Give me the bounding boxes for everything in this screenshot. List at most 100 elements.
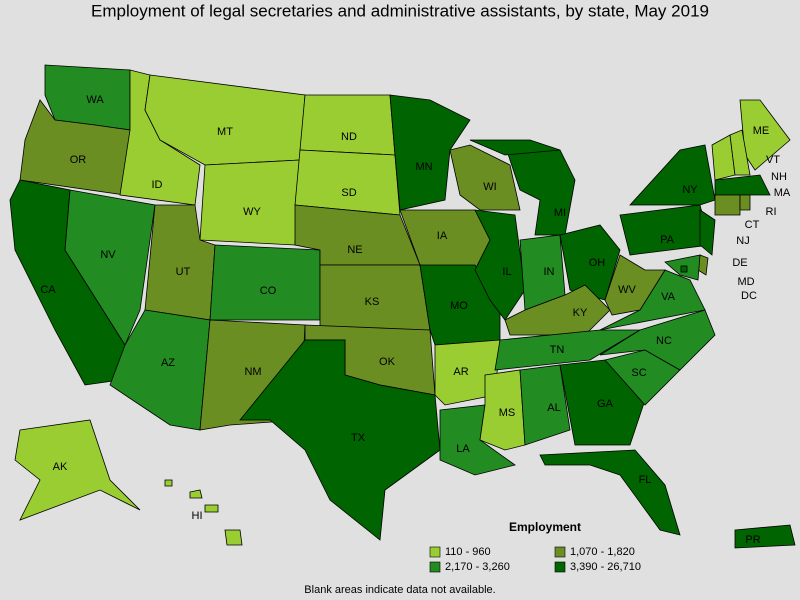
state-label: TN <box>550 344 565 356</box>
state-label: CT <box>745 219 760 231</box>
state-label: NH <box>771 171 787 183</box>
legend-title: Employment <box>509 520 581 534</box>
state-shape <box>559 224 621 301</box>
state-label: VT <box>766 154 780 166</box>
legend-swatch <box>554 561 566 573</box>
state-label: HI <box>192 510 203 522</box>
state-shape <box>699 209 716 256</box>
state-shape <box>714 174 771 196</box>
state-label: KY <box>573 307 588 319</box>
state-label: NV <box>100 249 116 261</box>
state-label: MN <box>415 161 432 173</box>
state-label: WI <box>483 181 496 193</box>
state-shape <box>204 504 219 513</box>
state-shape <box>734 524 796 549</box>
state-label: KS <box>365 296 380 308</box>
state-shape <box>680 265 688 273</box>
state-shape <box>209 244 321 321</box>
state-shape <box>389 94 471 211</box>
state-label: WY <box>243 206 261 218</box>
state-shape <box>629 144 716 206</box>
state-label: SD <box>341 187 356 199</box>
legend-swatch <box>429 561 441 573</box>
state-shape <box>294 149 401 216</box>
state-label: ID <box>152 179 163 191</box>
state-label: IA <box>437 230 448 242</box>
footnote: Blank areas indicate data not available. <box>304 584 495 596</box>
state-shape <box>449 144 521 211</box>
state-shape <box>539 449 681 536</box>
state-label: MS <box>499 407 516 419</box>
state-label: ME <box>753 125 770 137</box>
state-label: PA <box>660 234 675 246</box>
state-shape <box>599 269 706 331</box>
state-shape <box>189 489 203 499</box>
state-shape <box>434 339 501 406</box>
state-label: NC <box>656 335 672 347</box>
state-shape <box>64 189 156 346</box>
state-label: DE <box>732 257 747 269</box>
state-shape <box>504 144 576 236</box>
legend: 110 - 960 1,070 - 1,820 2,170 - 3,260 3,390… <box>429 546 641 573</box>
state-label: SC <box>631 367 646 379</box>
state-label: LA <box>456 443 470 455</box>
state-label: PR <box>745 534 760 546</box>
state-label: GA <box>597 398 614 410</box>
legend-label: 110 - 960 <box>445 546 491 558</box>
state-label: AZ <box>161 357 175 369</box>
state-label: UT <box>176 266 191 278</box>
state-label: NE <box>347 244 362 256</box>
state-label: CO <box>260 285 277 297</box>
state-shape <box>599 309 716 371</box>
legend-label: 1,070 - 1,820 <box>570 546 635 558</box>
states <box>9 64 796 549</box>
legend-swatch <box>554 546 566 558</box>
state-label: MD <box>737 276 754 288</box>
legend-label: 3,390 - 26,710 <box>570 561 641 573</box>
state-label: OK <box>379 356 396 368</box>
state-shape <box>469 139 561 156</box>
state-label: MT <box>217 126 233 138</box>
legend-label: 2,170 - 3,260 <box>445 561 510 573</box>
state-label: RI <box>766 206 777 218</box>
state-shape <box>714 194 741 216</box>
map-title: Employment of legal secretaries and admi… <box>91 1 709 20</box>
state-label: AL <box>547 402 560 414</box>
state-shape <box>739 194 751 211</box>
state-shape <box>604 254 666 316</box>
state-shape <box>199 159 301 246</box>
state-label: VA <box>661 291 676 303</box>
state-label: WV <box>618 284 636 296</box>
state-label: MI <box>554 207 566 219</box>
legend-swatch <box>429 546 441 558</box>
state-label: IN <box>544 266 555 278</box>
state-label: NJ <box>736 235 749 247</box>
state-label: NY <box>682 184 698 196</box>
state-label: ND <box>341 131 357 143</box>
state-label: OH <box>589 257 606 269</box>
state-label: WA <box>86 94 104 106</box>
state-shape <box>239 339 441 541</box>
state-shape <box>299 94 396 156</box>
state-label: NM <box>244 366 261 378</box>
state-label: OR <box>70 154 87 166</box>
state-shape <box>504 284 611 336</box>
state-shape <box>224 529 243 546</box>
state-label: MA <box>774 187 791 199</box>
state-shape <box>519 364 571 446</box>
state-label: MO <box>450 300 468 312</box>
state-label: TX <box>351 432 366 444</box>
state-label: AR <box>453 366 468 378</box>
state-shape <box>494 329 642 371</box>
state-shape <box>729 129 751 176</box>
state-label: AK <box>53 461 68 473</box>
state-shape <box>474 209 526 321</box>
state-shape <box>164 479 173 487</box>
state-label: IL <box>502 266 511 278</box>
state-label: FL <box>639 474 652 486</box>
state-label: DC <box>741 290 757 302</box>
state-label: CA <box>40 284 56 296</box>
state-shape <box>14 419 141 521</box>
state-labels: WA OR CA NV ID MT WY UT AZ CO NM ND SD NE KS OK TX MN IA MO… <box>40 94 791 546</box>
